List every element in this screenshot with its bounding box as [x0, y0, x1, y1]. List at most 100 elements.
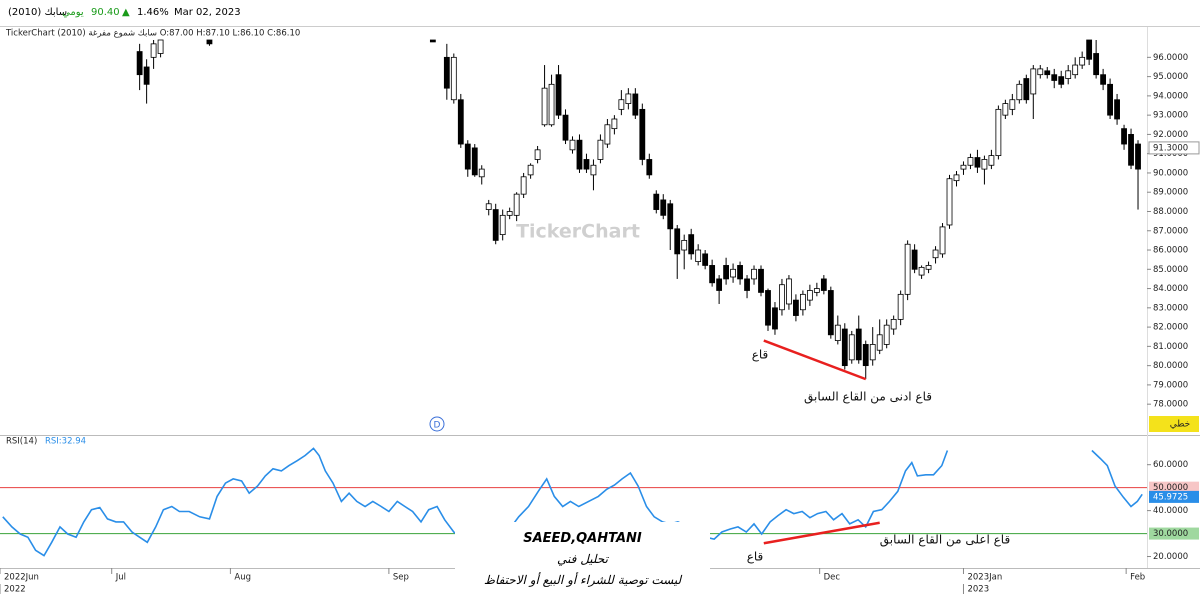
x-tick-label: 2022Jun	[4, 573, 39, 583]
y-tick-label: 94.0000	[1153, 91, 1188, 101]
candle-body	[1009, 99, 1016, 110]
y-tick-label: 96.0000	[1153, 53, 1188, 63]
candle-body	[548, 83, 555, 126]
y-tick-label: 83.0000	[1153, 303, 1188, 313]
marker-circle	[429, 416, 445, 432]
candle-body	[660, 199, 667, 216]
candle-body	[457, 99, 464, 145]
last-value-box	[1149, 490, 1199, 503]
candle-body	[890, 318, 897, 330]
candle-body	[988, 155, 995, 166]
candle-body	[1086, 39, 1093, 60]
y-tick-label: 84.0000	[1153, 284, 1188, 294]
candle-body	[967, 157, 974, 166]
annotation: قاع اعلى من القاع السابق	[880, 533, 1010, 548]
date: Mar 02, 2023	[174, 7, 241, 18]
y-tick-label: 85.0000	[1153, 265, 1188, 275]
candle-body	[883, 324, 890, 345]
candle-body	[862, 344, 869, 367]
candle-body	[646, 159, 653, 176]
trendline	[763, 521, 880, 545]
candle-body	[143, 66, 150, 85]
period: يومي	[62, 7, 84, 18]
candle-body	[813, 288, 820, 293]
last-value-label: 45.9725	[1153, 492, 1188, 502]
candle-body	[1100, 74, 1107, 85]
candle-body	[869, 344, 876, 361]
candle-body	[772, 307, 778, 330]
y-tick-label: 88.0000	[1153, 207, 1188, 217]
candle-body	[520, 176, 527, 195]
candle-body	[506, 211, 513, 216]
candle-body	[150, 43, 157, 58]
candle-body	[1065, 70, 1072, 79]
candle-body	[464, 143, 471, 170]
year-label: 2022	[4, 585, 26, 595]
candle-body	[918, 266, 925, 276]
y-tick-label: 95.0000	[1153, 72, 1188, 82]
candle-body	[758, 268, 764, 293]
candle-body	[681, 239, 688, 251]
candle-body	[876, 334, 883, 351]
candle-body	[1079, 56, 1086, 66]
candle-body	[820, 278, 827, 291]
scale-mode: خطي	[1170, 420, 1190, 430]
candle-body	[960, 164, 967, 170]
candle-body	[946, 178, 953, 226]
candle-body	[1030, 68, 1037, 95]
candle-body	[1058, 76, 1065, 85]
level-box	[1149, 527, 1199, 540]
annotation: قاع ادنى من القاع السابق	[804, 390, 932, 405]
y-tick-label: 87.0000	[1153, 226, 1188, 236]
candle-body	[590, 164, 597, 176]
marker: D	[434, 421, 441, 431]
year-label: 2023	[967, 585, 989, 595]
candle-body	[562, 114, 569, 141]
candle-body	[765, 290, 771, 326]
level-label: 30.0000	[1153, 529, 1188, 539]
candle-body	[136, 51, 143, 76]
candle-body	[1107, 83, 1113, 116]
candle-body	[611, 118, 618, 130]
x-tick-label: Aug	[234, 573, 251, 583]
candle-body	[625, 93, 632, 104]
candle-body	[206, 39, 213, 45]
candle-body	[827, 290, 834, 336]
candle-body	[485, 203, 492, 210]
x-tick-label: Dec	[824, 573, 841, 583]
candle-body	[939, 226, 946, 255]
y-tick-label: 93.0000	[1153, 111, 1188, 121]
candle-body	[730, 268, 736, 278]
candle-body	[786, 278, 792, 305]
candle-body	[443, 56, 450, 89]
up-arrow: ▲	[122, 7, 130, 18]
candle-body	[1121, 128, 1127, 145]
candle-body	[1016, 83, 1023, 101]
x-tick-label: Sep	[393, 573, 409, 583]
candle-body	[541, 87, 548, 126]
candle-body	[576, 139, 583, 170]
rsi-title: RSI(14)	[6, 437, 37, 447]
candle-body	[897, 293, 904, 320]
symbol: سابك (2010)	[8, 7, 68, 18]
candle-body	[527, 164, 534, 176]
candle-body	[157, 39, 164, 54]
candle-body	[492, 209, 499, 241]
legend-label: RSI:32.94	[45, 437, 86, 447]
candle-body	[604, 124, 611, 145]
candle-body	[429, 39, 436, 43]
y-tick-label: 81.0000	[1153, 342, 1188, 352]
candle-body	[974, 157, 981, 168]
candle-body	[1051, 74, 1058, 81]
candle-body	[779, 284, 785, 311]
candle-body	[1044, 70, 1051, 76]
candle-body	[653, 193, 660, 210]
candle-body	[534, 149, 541, 160]
candle-body	[925, 265, 932, 270]
candle-body	[793, 299, 799, 316]
note-line: تحليل فني	[557, 552, 608, 566]
candle-body	[618, 99, 625, 110]
author: SAEED,QAHTANI	[523, 531, 642, 546]
candle-body	[1135, 143, 1141, 170]
candle-body	[1037, 68, 1044, 76]
